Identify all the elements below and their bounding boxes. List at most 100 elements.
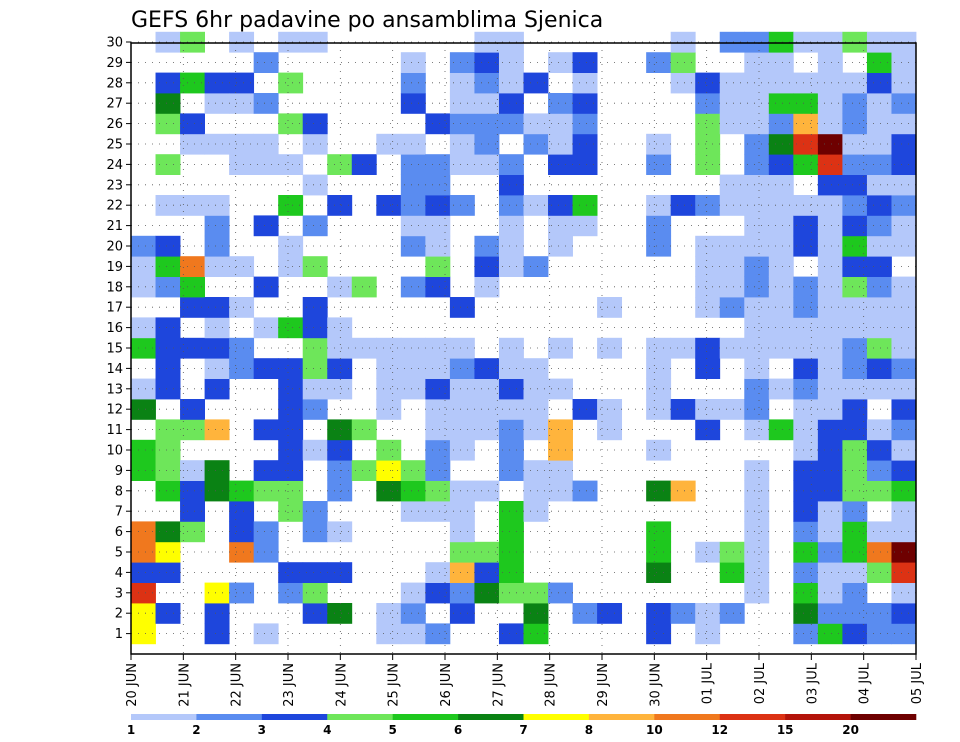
heatmap-cell bbox=[695, 358, 721, 379]
heatmap-cell bbox=[793, 337, 819, 359]
heatmap-cell bbox=[327, 154, 353, 175]
heatmap-cell bbox=[817, 72, 843, 94]
heatmap-cell bbox=[302, 562, 328, 583]
heatmap-cell bbox=[449, 72, 475, 94]
heatmap-cell bbox=[425, 215, 451, 237]
heatmap-cell bbox=[278, 72, 304, 94]
heatmap-cell bbox=[793, 562, 819, 583]
heatmap-cell bbox=[253, 623, 279, 645]
heatmap-cell bbox=[204, 623, 230, 645]
heatmap-cell bbox=[842, 419, 868, 441]
heatmap-cell bbox=[449, 195, 475, 216]
x-tick-label: 26 JUN bbox=[439, 663, 454, 707]
heatmap-cell bbox=[744, 235, 770, 257]
colorbar-label: 8 bbox=[585, 723, 593, 737]
heatmap-cell bbox=[278, 358, 304, 379]
heatmap-cell bbox=[744, 460, 770, 481]
x-tick-label: 05 JUL bbox=[910, 662, 925, 704]
heatmap-cell bbox=[425, 623, 451, 645]
heatmap-cell bbox=[400, 623, 426, 645]
heatmap-cell bbox=[131, 235, 156, 257]
heatmap-cell bbox=[719, 603, 745, 624]
heatmap-cell bbox=[523, 603, 549, 624]
heatmap-cell bbox=[302, 256, 328, 277]
heatmap-cell bbox=[891, 603, 917, 624]
heatmap-cell bbox=[229, 480, 255, 502]
heatmap-cell bbox=[204, 460, 230, 481]
heatmap-cell bbox=[744, 93, 770, 114]
heatmap-cell bbox=[768, 297, 794, 318]
heatmap-cell bbox=[155, 317, 181, 339]
x-tick-label: 22 JUN bbox=[230, 663, 245, 707]
heatmap-cell bbox=[523, 501, 549, 522]
heatmap-cell bbox=[131, 460, 156, 481]
heatmap-cell bbox=[204, 337, 230, 359]
heatmap-cell bbox=[646, 235, 672, 257]
heatmap-cell bbox=[719, 399, 745, 420]
heatmap-cell bbox=[597, 297, 623, 318]
heatmap-cell bbox=[498, 174, 524, 196]
heatmap-cell bbox=[278, 501, 304, 522]
heatmap-cell bbox=[278, 562, 304, 583]
colorbar-label: 10 bbox=[646, 723, 663, 737]
heatmap-cell bbox=[523, 399, 549, 420]
heatmap-cell bbox=[793, 501, 819, 522]
heatmap-cell bbox=[400, 154, 426, 175]
heatmap-cell bbox=[744, 276, 770, 298]
heatmap-cell bbox=[278, 419, 304, 441]
heatmap-cell bbox=[744, 562, 770, 583]
heatmap-cell bbox=[351, 154, 377, 175]
heatmap-cell bbox=[793, 297, 819, 318]
heatmap-cell bbox=[155, 562, 181, 583]
heatmap-cell bbox=[180, 133, 205, 155]
heatmap-cell bbox=[498, 439, 524, 461]
heatmap-cell bbox=[744, 521, 770, 543]
heatmap-cell bbox=[278, 256, 304, 277]
heatmap-cell bbox=[842, 480, 868, 502]
heatmap-cell bbox=[155, 460, 181, 481]
heatmap-cell bbox=[253, 154, 279, 175]
heatmap-cell bbox=[817, 358, 843, 379]
heatmap-cell bbox=[891, 480, 917, 502]
heatmap-cell bbox=[425, 399, 451, 420]
heatmap-cell bbox=[719, 256, 745, 277]
heatmap-cell bbox=[817, 603, 843, 624]
heatmap-cell bbox=[449, 52, 475, 73]
heatmap-cell bbox=[842, 623, 868, 645]
colorbar-swatch bbox=[719, 714, 786, 720]
heatmap-cell bbox=[572, 52, 598, 73]
heatmap-cell bbox=[744, 72, 770, 94]
y-tick-label: 13 bbox=[106, 382, 123, 397]
heatmap-cell bbox=[695, 297, 721, 318]
heatmap-cell bbox=[376, 460, 402, 481]
heatmap-cell bbox=[449, 439, 475, 461]
heatmap-cell bbox=[376, 439, 402, 461]
heatmap-cell bbox=[449, 113, 475, 135]
heatmap-cell bbox=[891, 52, 917, 73]
heatmap-cell bbox=[891, 582, 917, 604]
heatmap-cell bbox=[842, 501, 868, 522]
heatmap-cell bbox=[498, 582, 524, 604]
heatmap-cell bbox=[425, 235, 451, 257]
heatmap-cell bbox=[400, 337, 426, 359]
heatmap-cell bbox=[327, 439, 353, 461]
colorbar-swatch bbox=[588, 714, 655, 720]
heatmap-cell bbox=[400, 174, 426, 196]
heatmap-cell bbox=[180, 297, 205, 318]
colorbar-swatch bbox=[261, 714, 328, 720]
heatmap-cell bbox=[180, 337, 205, 359]
heatmap-cell bbox=[744, 52, 770, 73]
heatmap-cell bbox=[817, 541, 843, 563]
heatmap-cell bbox=[719, 195, 745, 216]
colorbar-swatch bbox=[654, 714, 721, 720]
heatmap-cell bbox=[670, 31, 696, 53]
heatmap-cell bbox=[327, 480, 353, 502]
heatmap-cell bbox=[548, 439, 573, 461]
heatmap-cell bbox=[449, 541, 475, 563]
heatmap-cell bbox=[498, 623, 524, 645]
heatmap-cell bbox=[449, 419, 475, 441]
heatmap-cell bbox=[670, 603, 696, 624]
heatmap-cell bbox=[842, 603, 868, 624]
heatmap-cell bbox=[155, 93, 181, 114]
heatmap-cell bbox=[744, 358, 770, 379]
